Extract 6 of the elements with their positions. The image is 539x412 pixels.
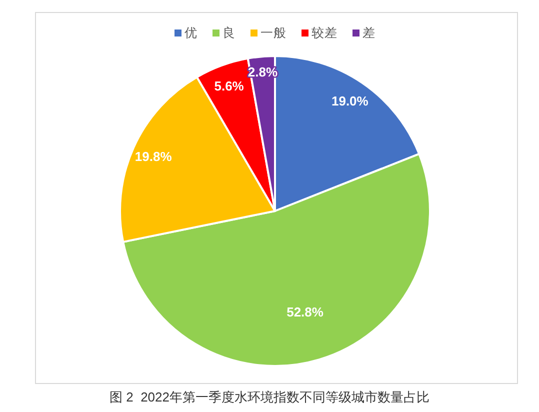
legend-label: 一般	[260, 26, 286, 40]
legend-label: 较差	[312, 26, 338, 40]
legend-label: 差	[362, 26, 376, 40]
title: 图 2 2022年第一季度水环境指数不同等级城市数量占比	[110, 390, 430, 404]
legend-label: 良	[222, 26, 236, 40]
legend-label: 优	[184, 26, 198, 40]
